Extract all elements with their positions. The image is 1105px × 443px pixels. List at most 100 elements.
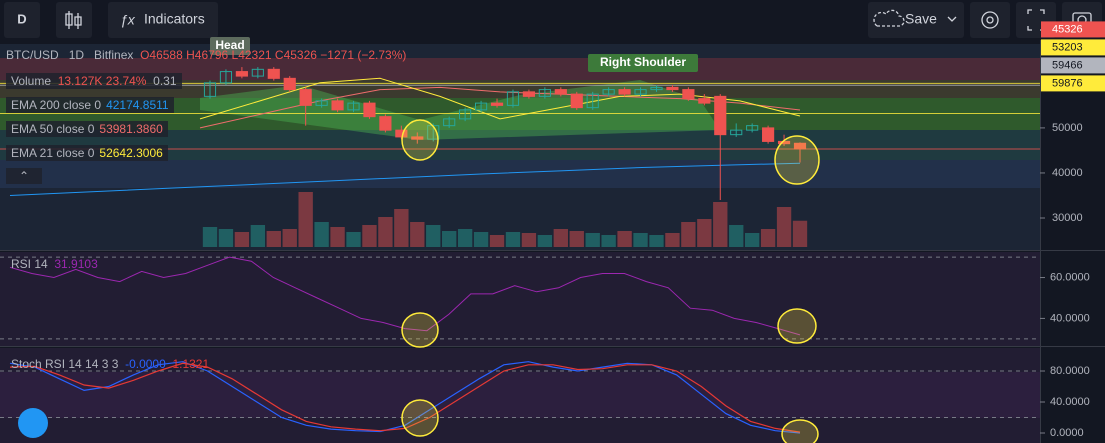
volume-bar — [776, 207, 792, 247]
volume-bar — [266, 231, 281, 247]
y-tick-label: 0.0000 — [1050, 427, 1084, 439]
y-tick-label: 40000 — [1052, 167, 1083, 179]
candle-body — [602, 89, 615, 95]
volume-bar — [792, 220, 808, 247]
ema-name: EMA 200 close 0 — [11, 98, 102, 112]
stoch-legend: Stoch RSI 14 14 3 3 -0.0000 1.1321 — [6, 356, 214, 372]
volume-bar — [521, 233, 537, 247]
rsi-legend: RSI 14 31.9103 — [6, 256, 103, 272]
candle-body — [475, 102, 488, 111]
y-tick-label: 60.0000 — [1050, 271, 1090, 283]
volume-bar — [760, 229, 776, 247]
candle-body — [793, 142, 807, 150]
candle-body — [379, 116, 392, 131]
candle-body — [219, 71, 233, 84]
volume-bar — [744, 233, 760, 247]
volume-bar — [473, 232, 489, 247]
stoch-line — [9, 361, 801, 434]
ohlc: L42321 — [231, 48, 272, 62]
settings-button[interactable] — [970, 2, 1010, 38]
candle-body — [650, 86, 663, 91]
candle-body — [443, 118, 456, 127]
zone — [0, 58, 1040, 80]
volume-change: 23.74% — [105, 74, 147, 88]
volume-extra: 0.31 — [153, 74, 177, 88]
candle-body — [666, 86, 679, 91]
annotation: Right Shoulder — [600, 55, 686, 69]
candle-body — [538, 89, 551, 97]
candle-body — [586, 93, 599, 109]
dropdown-icon — [947, 16, 957, 22]
candle-body — [746, 125, 759, 131]
volume-bar — [681, 222, 696, 247]
candle-body — [459, 109, 472, 120]
annotation-bg — [588, 54, 698, 72]
y-tick-label: 80.0000 — [1050, 365, 1090, 377]
highlight-ellipse — [777, 308, 817, 344]
price-label-bg — [1041, 21, 1105, 38]
highlight-ellipse — [401, 119, 439, 161]
volume-name: Volume — [11, 74, 52, 88]
logo[interactable] — [18, 408, 48, 438]
volume-bar — [569, 231, 584, 247]
highlight-ellipse — [401, 312, 439, 348]
volume-bar — [489, 235, 505, 247]
price-label-bg — [1041, 57, 1105, 74]
ema-name: EMA 50 close 0 — [11, 122, 95, 136]
rsi-line — [9, 256, 801, 336]
ema-line — [199, 77, 801, 120]
candle-body — [395, 129, 408, 138]
save-label[interactable]: Save — [905, 11, 937, 27]
rsi-name: RSI 14 — [11, 257, 48, 271]
fx-icon: ƒx — [120, 12, 136, 28]
y-tick-label: 30000 — [1052, 212, 1083, 224]
ohlc: O46588 — [140, 48, 183, 62]
highlight-ellipse — [774, 135, 820, 185]
candle-body — [634, 89, 647, 95]
ema-value_label: 42174.8511 — [106, 98, 169, 112]
volume-bar — [282, 229, 297, 247]
price-label: 53203 — [1052, 41, 1083, 53]
volume-bar — [553, 229, 568, 247]
volume-bar — [537, 235, 553, 247]
price-label: 59876 — [1052, 77, 1083, 89]
interval-button-label[interactable]: D — [17, 11, 26, 26]
indicators-label[interactable]: Indicators — [144, 11, 205, 27]
candle-body — [347, 102, 360, 111]
price-label: 59466 — [1052, 59, 1083, 71]
volume-bar — [457, 229, 473, 247]
volume-bar — [713, 202, 728, 247]
candle-body — [315, 100, 328, 106]
candle-body — [331, 100, 344, 111]
symbol-legend: BTC/USD 1D Bitfinex O46588 H46796 L42321… — [6, 48, 406, 62]
fullscreen-icon — [1027, 9, 1045, 31]
ema-value_label: 52642.3006 — [99, 146, 163, 160]
y-tick-label: 40.0000 — [1050, 312, 1090, 324]
volume-bar — [426, 225, 441, 247]
zone — [0, 160, 1040, 188]
volume-bar — [665, 233, 680, 247]
volume-bar — [378, 217, 393, 247]
volume-bar — [633, 233, 648, 247]
volume-bar — [410, 222, 425, 247]
ema-name: EMA 21 close 0 — [11, 146, 95, 160]
stoch-band — [0, 372, 1040, 418]
collapse-button[interactable]: ⌃ — [6, 168, 42, 184]
volume-bar — [697, 219, 712, 247]
volume-bar — [649, 235, 664, 247]
gear-icon — [986, 16, 994, 24]
indicators-button[interactable] — [108, 2, 218, 38]
symbol: BTC/USD — [6, 48, 59, 62]
interval-button[interactable] — [4, 2, 40, 38]
gear-icon — [981, 11, 999, 29]
candle-body — [283, 77, 296, 91]
volume-bar — [729, 225, 744, 247]
highlight-ellipse — [401, 399, 439, 437]
volume-bar — [218, 229, 234, 247]
chart-type-button[interactable] — [56, 2, 92, 38]
ema-legend: EMA 50 close 0 53981.3860 — [6, 121, 168, 137]
zone — [0, 80, 1040, 98]
stoch-name: Stoch RSI 14 14 3 3 — [11, 357, 119, 371]
